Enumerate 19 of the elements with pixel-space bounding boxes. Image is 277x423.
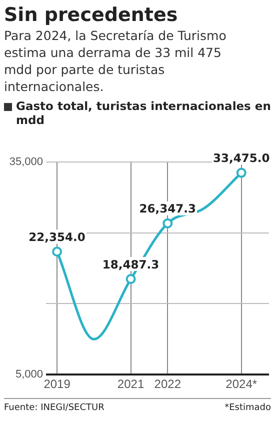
x-tick-label: 2019 <box>44 377 71 392</box>
x-tick-label: 2024* <box>226 377 258 392</box>
chart-title: Sin precedentes <box>4 4 179 26</box>
x-tick-label: 2021 <box>117 377 144 392</box>
text: *Estimado <box>224 403 271 413</box>
chart-subtitle: Para 2024, la Secretaría de Turismo estima una derrama de 33 mil 475 mdd por parte de turistas internacionales. <box>4 27 228 95</box>
y-axis-title: Gasto total, turistas internacionales en mdd <box>16 99 272 127</box>
data-label: 18,487.3 <box>102 257 160 272</box>
x-tick-label: 2022 <box>154 377 182 392</box>
y-tick-label: 5,000 <box>15 368 43 381</box>
source-note: Fuente: INEGI/SECTUR <box>4 403 104 413</box>
point <box>162 218 173 228</box>
point <box>126 274 136 284</box>
data-label: 33,475.0 <box>212 151 270 166</box>
data-label: 26,347.3 <box>139 202 196 216</box>
data-label: 22,354.0 <box>28 230 86 244</box>
point <box>52 246 62 257</box>
point <box>236 168 246 178</box>
y-tick-label: 35,000 <box>9 156 43 168</box>
